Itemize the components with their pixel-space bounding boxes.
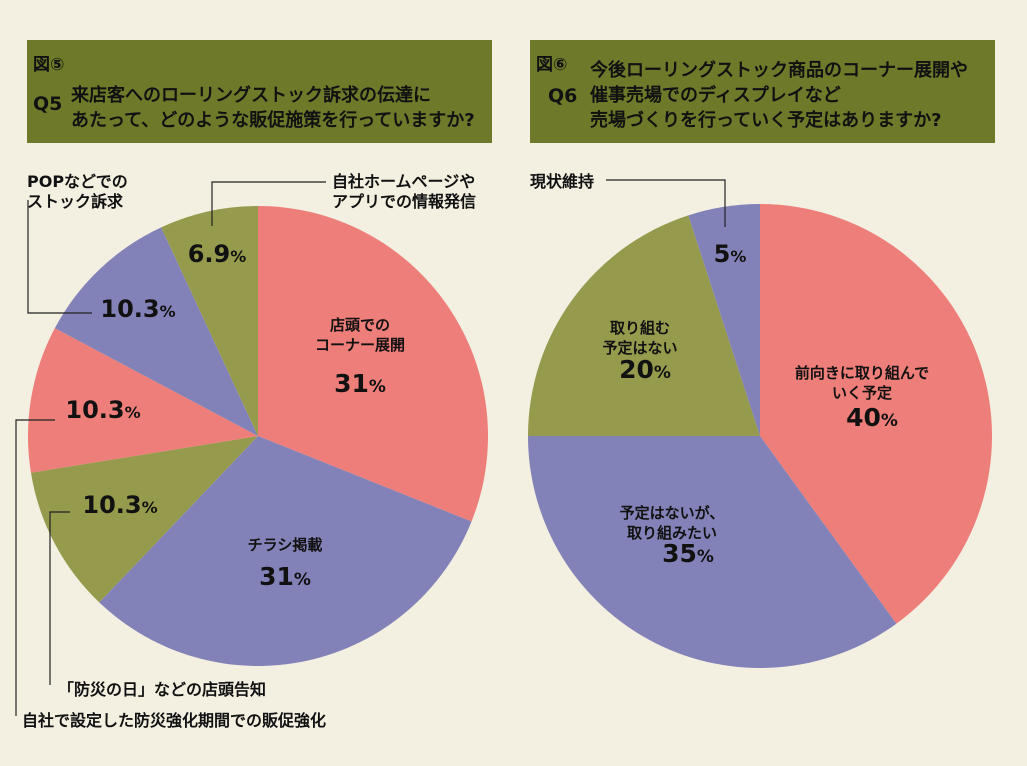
chart2-question-text: 今後ローリングストック商品のコーナー展開や 催事売場でのディスプレイなど 売場づ… [590, 60, 968, 131]
slice-flyer-value: 31% [259, 562, 311, 591]
leader-company-campaign [15, 419, 55, 716]
chart1-question-number: Q5 [33, 93, 63, 115]
chart2-title-box: 図⑥ Q6 今後ローリングストック商品のコーナー展開や 催事売場でのディスプレイ… [530, 40, 995, 143]
slice-status-quo-value: 5% [714, 240, 747, 268]
slice-flyer-label: チラシ掲載 [248, 536, 323, 554]
chart1-figure-label: 図⑤ [33, 55, 65, 75]
slice-company-campaign [27, 328, 258, 473]
callout-pop-stock: POPなどでの ストック訴求 [27, 172, 128, 211]
slice-no-plan-value: 20% [619, 355, 671, 384]
chart2-figure-label: 図⑥ [536, 55, 568, 75]
chart1-question-text: 来店客へのローリングストック訴求の伝達に あたって、どのような販促施策を行ってい… [71, 85, 475, 131]
callout-status-quo: 現状維持 [530, 172, 595, 191]
slice-want-to-value: 35% [662, 539, 714, 568]
slice-status-quo [688, 204, 760, 436]
slice-no-plan [528, 215, 760, 436]
leader-pop-stock [27, 200, 92, 314]
slice-want-to-label: 予定はないが、取り組みたい [620, 504, 725, 542]
slice-positive-value: 40% [846, 403, 898, 432]
slice-positive-label: 前向きに取り組んでいく予定 [795, 364, 929, 402]
leader-status-quo [606, 179, 726, 227]
slice-flyer [99, 436, 472, 666]
slice-want-to [528, 436, 897, 668]
callout-bousai-day: 「防災の日」などの店頭告知 [58, 680, 267, 699]
slice-pop-stock-value: 10.3% [100, 295, 175, 323]
chart2-question-number: Q6 [548, 85, 578, 107]
slice-bousai-day [30, 436, 259, 603]
slice-positive [760, 204, 992, 624]
slice-homepage-app-value: 6.9% [188, 240, 247, 268]
slice-bousai-day-value: 10.3% [82, 491, 157, 519]
callout-company-campaign: 自社で設定した防災強化期間での販促強化 [22, 711, 327, 730]
slice-company-campaign-value: 10.3% [65, 396, 140, 424]
slice-store-corner [258, 206, 488, 522]
chart1-title-box: 図⑤ Q5 来店客へのローリングストック訴求の伝達に あたって、どのような販促施… [27, 40, 492, 143]
slice-pop-stock [54, 227, 259, 436]
leader-bousai-day [49, 511, 70, 685]
slice-store-corner-value: 31% [334, 369, 386, 398]
slice-store-corner-label: 店頭でのコーナー展開 [315, 316, 405, 354]
slice-no-plan-label: 取り組む予定はない [602, 319, 677, 357]
callout-homepage-app: 自社ホームページや アプリでの情報発信 [332, 172, 477, 211]
slice-homepage-app [161, 206, 258, 436]
leader-homepage-app [211, 181, 326, 226]
